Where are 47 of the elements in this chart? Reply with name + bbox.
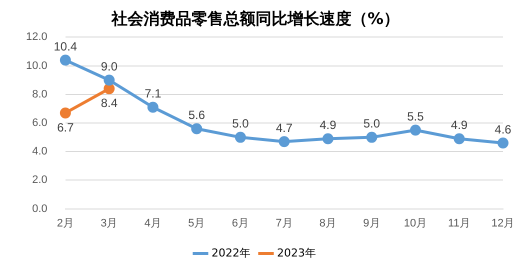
point bbox=[278, 136, 290, 148]
data-label: 4.7 bbox=[276, 120, 293, 135]
y-tick-label: 6.0 bbox=[32, 117, 48, 130]
data-label: 4.9 bbox=[450, 118, 468, 132]
point bbox=[234, 132, 246, 143]
x-tick-label: 7月 bbox=[276, 217, 293, 230]
point bbox=[60, 107, 71, 118]
x-tick-label: 10月 bbox=[404, 217, 428, 230]
x-tick-label: 5月 bbox=[188, 217, 206, 230]
point bbox=[191, 123, 202, 134]
x-tick-label: 4月 bbox=[144, 217, 162, 230]
x-tick-label: 8月 bbox=[319, 217, 337, 230]
point bbox=[410, 124, 421, 136]
x-tick-label: 12月 bbox=[491, 217, 515, 230]
data-label: 4.9 bbox=[320, 118, 337, 132]
point bbox=[104, 83, 115, 94]
data-label: 5.6 bbox=[188, 108, 206, 122]
legend-label: 2022年 bbox=[212, 246, 251, 260]
x-tick-label: 6月 bbox=[232, 217, 250, 230]
y-tick-label: 8.0 bbox=[32, 88, 48, 100]
x-tick-label: 11月 bbox=[448, 217, 470, 230]
data-label: 10.4 bbox=[54, 39, 78, 54]
data-label: 4.6 bbox=[494, 122, 512, 136]
point bbox=[147, 102, 158, 113]
data-label: 5.0 bbox=[232, 116, 250, 131]
data-label: 8.4 bbox=[100, 96, 118, 110]
x-tick-label: 9月 bbox=[363, 217, 380, 230]
point bbox=[104, 74, 115, 86]
data-label: 5.0 bbox=[363, 116, 380, 131]
data-label: 7.1 bbox=[144, 86, 162, 101]
y-tick-label: 2.0 bbox=[32, 174, 48, 186]
point bbox=[498, 138, 508, 149]
point bbox=[366, 132, 378, 143]
data-label: 5.5 bbox=[407, 109, 424, 124]
point bbox=[454, 133, 465, 144]
y-tick-label: 10.0 bbox=[26, 60, 48, 72]
x-tick-label: 2月 bbox=[56, 217, 74, 230]
legend-label: 2023年 bbox=[277, 246, 316, 260]
chart-title: 社会消费品零售总额同比增长速度（%） bbox=[110, 8, 400, 28]
data-label: 6.7 bbox=[57, 120, 74, 134]
y-tick-label: 12.0 bbox=[26, 31, 48, 44]
y-tick-label: 0.0 bbox=[32, 202, 48, 215]
x-tick-label: 3月 bbox=[100, 217, 118, 230]
data-label: 9.0 bbox=[100, 59, 118, 74]
point bbox=[322, 133, 334, 144]
y-tick-label: 4.0 bbox=[32, 146, 48, 158]
point bbox=[60, 54, 71, 66]
